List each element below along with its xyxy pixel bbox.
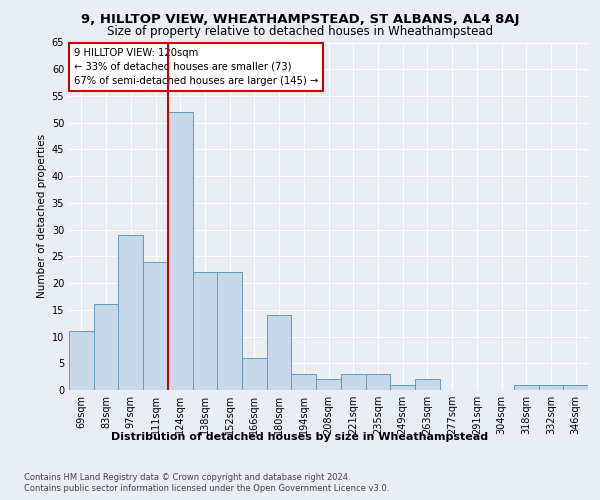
Bar bbox=[267, 315, 292, 390]
Text: 9 HILLTOP VIEW: 120sqm
← 33% of detached houses are smaller (73)
67% of semi-det: 9 HILLTOP VIEW: 120sqm ← 33% of detached… bbox=[74, 48, 319, 86]
Bar bbox=[168, 112, 193, 390]
Bar bbox=[193, 272, 217, 390]
Bar bbox=[118, 235, 143, 390]
Bar bbox=[143, 262, 168, 390]
Bar bbox=[341, 374, 365, 390]
Bar bbox=[217, 272, 242, 390]
Bar bbox=[514, 384, 539, 390]
Text: Contains HM Land Registry data © Crown copyright and database right 2024.: Contains HM Land Registry data © Crown c… bbox=[24, 472, 350, 482]
Bar bbox=[365, 374, 390, 390]
Bar bbox=[94, 304, 118, 390]
Bar bbox=[242, 358, 267, 390]
Text: Size of property relative to detached houses in Wheathampstead: Size of property relative to detached ho… bbox=[107, 25, 493, 38]
Bar bbox=[292, 374, 316, 390]
Bar bbox=[316, 380, 341, 390]
Text: 9, HILLTOP VIEW, WHEATHAMPSTEAD, ST ALBANS, AL4 8AJ: 9, HILLTOP VIEW, WHEATHAMPSTEAD, ST ALBA… bbox=[81, 12, 519, 26]
Bar bbox=[539, 384, 563, 390]
Bar bbox=[69, 331, 94, 390]
Bar bbox=[415, 380, 440, 390]
Text: Contains public sector information licensed under the Open Government Licence v3: Contains public sector information licen… bbox=[24, 484, 389, 493]
Bar bbox=[563, 384, 588, 390]
Text: Distribution of detached houses by size in Wheathampstead: Distribution of detached houses by size … bbox=[112, 432, 488, 442]
Bar bbox=[390, 384, 415, 390]
Y-axis label: Number of detached properties: Number of detached properties bbox=[37, 134, 47, 298]
